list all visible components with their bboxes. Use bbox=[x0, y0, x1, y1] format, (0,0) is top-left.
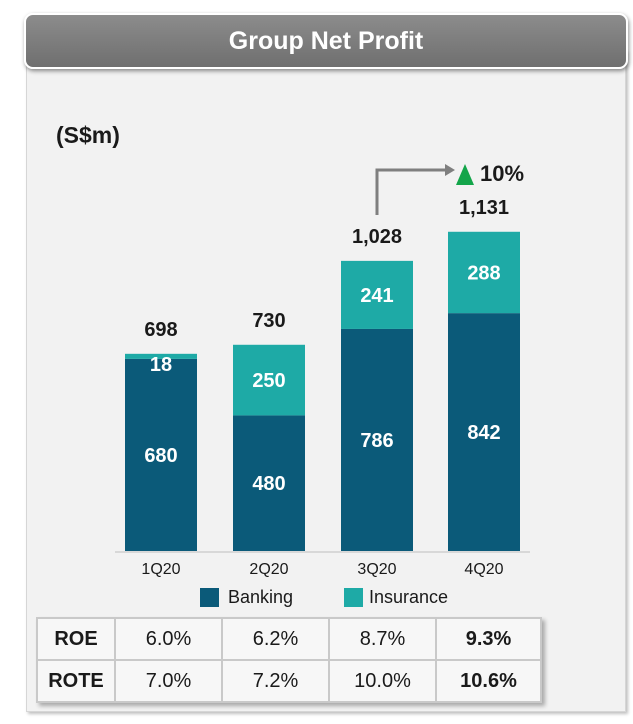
bar-banking bbox=[125, 358, 197, 551]
data-label-total: 1,131 bbox=[459, 197, 509, 219]
data-label-insurance: 250 bbox=[252, 370, 285, 392]
bar-insurance bbox=[125, 353, 197, 359]
legend-swatch-insurance bbox=[344, 588, 363, 607]
bar-banking bbox=[341, 328, 413, 551]
data-label-insurance: 288 bbox=[467, 262, 500, 284]
data-label-total: 730 bbox=[252, 310, 285, 332]
data-label-banking: 480 bbox=[252, 473, 285, 495]
up-triangle-icon bbox=[456, 164, 474, 185]
table-cell: 8.7% bbox=[328, 617, 437, 661]
data-label-total: 1,028 bbox=[352, 226, 402, 248]
table-cell: 6.2% bbox=[221, 617, 330, 661]
table-cell: 7.0% bbox=[114, 659, 223, 703]
x-tick-label: 1Q20 bbox=[141, 561, 180, 578]
metrics-table: ROE 6.0% 6.2% 8.7% 9.3% ROTE 7.0% 7.2% 1… bbox=[36, 617, 542, 703]
table-cell: 6.0% bbox=[114, 617, 223, 661]
data-label-total: 698 bbox=[144, 319, 177, 341]
legend-swatch-banking bbox=[200, 588, 219, 607]
x-tick-label: 2Q20 bbox=[249, 561, 288, 578]
annotation-arrow-line bbox=[375, 168, 448, 215]
data-label-banking: 842 bbox=[467, 422, 500, 444]
bar-banking bbox=[233, 415, 305, 551]
table-row-rote: ROTE 7.0% 7.2% 10.0% 10.6% bbox=[36, 659, 542, 703]
unit-label: (S$m) bbox=[56, 122, 120, 148]
legend-label-banking: Banking bbox=[228, 587, 294, 607]
row-label-roe: ROE bbox=[36, 617, 116, 661]
bar-insurance bbox=[341, 260, 413, 329]
table-row-roe: ROE 6.0% 6.2% 8.7% 9.3% bbox=[36, 617, 542, 661]
data-label-insurance: 18 bbox=[150, 354, 172, 376]
chart-title: Group Net Profit bbox=[24, 13, 628, 69]
x-tick-label: 3Q20 bbox=[357, 561, 396, 578]
annotation-label: 10% bbox=[480, 161, 524, 186]
x-tick-label: 4Q20 bbox=[464, 561, 503, 578]
data-label-banking: 786 bbox=[360, 430, 393, 452]
bar-banking bbox=[448, 313, 520, 551]
bar-insurance bbox=[233, 344, 305, 416]
data-label-insurance: 241 bbox=[360, 285, 393, 307]
legend-label-insurance: Insurance bbox=[369, 587, 449, 607]
table-cell-highlight: 10.6% bbox=[435, 659, 542, 703]
table-cell: 10.0% bbox=[328, 659, 437, 703]
table-cell-highlight: 9.3% bbox=[435, 617, 542, 661]
data-label-banking: 680 bbox=[144, 445, 177, 467]
annotation-arrowhead bbox=[445, 164, 455, 176]
table-cell: 7.2% bbox=[221, 659, 330, 703]
row-label-rote: ROTE bbox=[36, 659, 116, 703]
bar-insurance bbox=[448, 231, 520, 314]
